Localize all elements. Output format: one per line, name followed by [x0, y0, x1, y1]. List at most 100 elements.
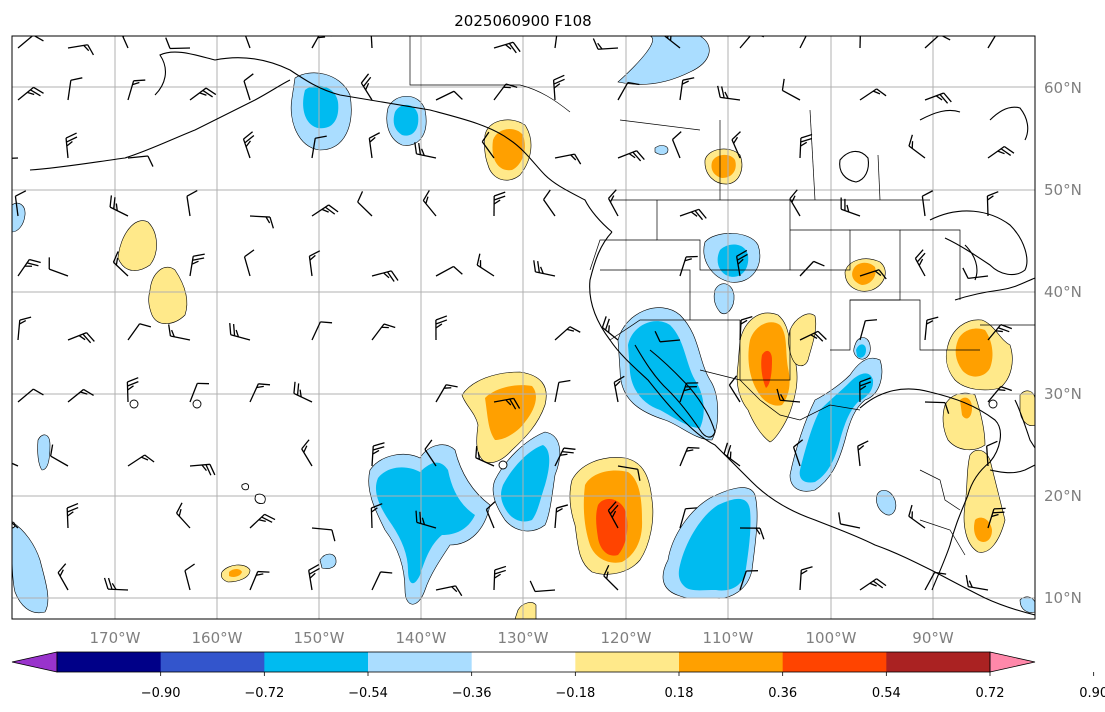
wind-barb	[908, 134, 926, 159]
wind-barb	[370, 503, 383, 529]
wind-barb	[17, 388, 44, 403]
lon-label-120w: 120°W	[601, 629, 652, 647]
wind-barb	[103, 577, 129, 591]
wind-barb	[67, 77, 83, 101]
wind-barb	[119, 36, 129, 49]
longitude-labels: 170°W 160°W 150°W 140°W 130°W 120°W 110°…	[90, 629, 954, 647]
wind-barb	[921, 190, 934, 217]
wind-barb	[249, 513, 276, 529]
wind-barb	[739, 36, 765, 49]
wind-barb	[370, 36, 373, 49]
wind-barb	[435, 265, 463, 277]
wind-barb	[859, 36, 867, 49]
wind-barb	[789, 189, 801, 217]
wind-barb	[859, 578, 887, 591]
wind-barb	[311, 36, 332, 49]
wind-barb	[908, 504, 926, 529]
colorbar-tick-label: 0.54	[872, 686, 901, 701]
wind-barb	[371, 270, 399, 282]
wind-barb	[422, 190, 437, 217]
wind-barb	[799, 36, 810, 49]
red-orange-regions	[596, 350, 772, 556]
wind-barb	[987, 145, 1015, 159]
lat-label-30n: 30°N	[1044, 385, 1082, 403]
wind-barb	[924, 571, 947, 591]
wind-barb	[127, 79, 146, 101]
wind-barb	[360, 73, 373, 101]
wind-barb	[311, 527, 336, 542]
political-borders	[409, 36, 1035, 556]
latitude-labels: 60°N 50°N 40°N 30°N 20°N 10°N	[1044, 79, 1082, 607]
wind-barb	[613, 375, 625, 403]
wind-barb	[112, 251, 129, 277]
colorbar-extend-min	[11, 651, 58, 673]
wind-barb	[554, 379, 571, 403]
wind-barb	[859, 377, 872, 403]
wind-barb	[924, 401, 950, 414]
wind-barb	[311, 204, 339, 217]
wind-barb	[601, 316, 619, 341]
wind-barb	[249, 215, 274, 229]
wind-barb	[415, 510, 437, 529]
colorbar-tick-label: −0.18	[555, 686, 595, 701]
wind-barb	[435, 384, 458, 403]
lon-label-140w: 140°W	[396, 629, 447, 647]
wind-barb	[924, 92, 952, 104]
wind-barb	[48, 257, 69, 277]
lat-label-50n: 50°N	[1044, 181, 1082, 199]
wind-barb	[493, 191, 506, 217]
wind-barb	[739, 570, 758, 591]
wind-barb	[357, 191, 373, 217]
colorbar-frame	[56, 651, 991, 673]
wind-barb	[168, 324, 191, 341]
wind-barb	[184, 563, 195, 591]
wind-barb	[189, 382, 210, 403]
lon-label-170w: 170°W	[90, 629, 141, 647]
wind-barb	[554, 153, 582, 165]
colorbar-segment	[782, 652, 887, 672]
wind-barb	[799, 566, 813, 591]
colorbar-segment	[57, 652, 162, 672]
colorbar-tick-label: −0.90	[141, 686, 181, 701]
wind-barb	[435, 315, 448, 341]
wind-barb	[607, 501, 619, 529]
map-area	[12, 36, 1035, 619]
wind-barb	[485, 501, 496, 529]
wind-barb	[17, 258, 41, 277]
map-frame	[11, 35, 1036, 620]
wind-barb	[987, 324, 1013, 341]
wind-barb	[17, 316, 32, 341]
colorbar-segment	[679, 652, 784, 672]
wind-barb	[49, 444, 69, 467]
wind-barb	[987, 36, 999, 49]
wind-barb	[249, 570, 270, 591]
wind-barb	[679, 208, 707, 221]
wind-barb	[371, 442, 385, 467]
map-title: 2025060900 F108	[454, 12, 591, 30]
lat-label-40n: 40°N	[1044, 283, 1082, 301]
colorbar-segment	[160, 652, 265, 672]
wind-barb	[189, 87, 217, 101]
wind-barb	[424, 439, 437, 467]
wind-barb	[654, 330, 681, 343]
wind-barb	[617, 465, 641, 481]
wind-barb	[14, 190, 27, 217]
colorbar-tick-label: −0.54	[348, 686, 388, 701]
lon-label-100w: 100°W	[806, 629, 857, 647]
wind-barbs	[12, 36, 1015, 597]
wind-barb	[554, 326, 581, 341]
wind-barb	[731, 131, 741, 159]
wind-barb	[242, 131, 255, 159]
colorbar-tick-label: −0.72	[244, 686, 284, 701]
wind-barb	[109, 195, 129, 217]
wind-barb	[617, 150, 645, 162]
colorbar-extend-max	[989, 651, 1036, 673]
wind-barb	[792, 439, 804, 467]
blue-regions	[303, 85, 874, 591]
wind-barb	[781, 78, 801, 101]
wind-barb	[242, 36, 251, 49]
wind-barb	[603, 565, 619, 591]
wind-barb	[679, 507, 698, 529]
lat-label-20n: 20°N	[1044, 487, 1082, 505]
